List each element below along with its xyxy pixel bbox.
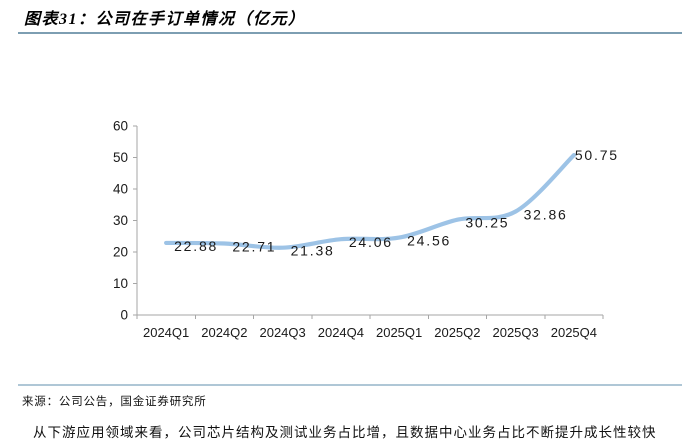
orders-line-chart: 0 10 20 30 40 50 60 2024Q1 2024Q2 2024Q3 2024Q4 202… [113,119,619,341]
y-axis-label: 60 [113,119,128,134]
y-axis-label: 50 [113,150,128,165]
x-axis-label: 2025Q1 [376,325,422,340]
y-axis-label: 30 [113,213,128,228]
source-note: 来源：公司公告，国金证券研究所 [22,396,207,408]
x-axis-label: 2025Q3 [492,325,538,340]
y-axis-label: 40 [113,182,128,197]
x-axis-label: 2025Q2 [434,325,480,340]
data-label: 32.86 [524,206,568,222]
x-axis-label: 2024Q3 [259,325,305,340]
y-axis-label: 10 [113,276,128,291]
x-axis-label: 2025Q4 [551,325,597,340]
y-axis-label: 0 [120,308,128,323]
y-axis-label: 20 [113,245,128,260]
title-underline [18,32,682,34]
footer-divider [18,384,682,386]
x-axis-label: 2024Q4 [318,325,364,340]
data-label: 50.75 [575,147,619,163]
clipped-paragraph: 从下游应用领域来看，公司芯片结构及测试业务占比增，且数据中心业务占比不断提升成长… [33,425,657,440]
data-label: 22.71 [232,238,276,254]
series-line [164,153,576,250]
data-label: 22.88 [174,238,218,254]
x-axis-label: 2024Q1 [143,325,189,340]
data-label: 30.25 [465,215,509,231]
report-figure-page: { "header": { "title": "图表31：公司在手订单情况（亿元… [18,11,682,440]
data-label: 21.38 [291,243,335,259]
data-label: 24.56 [407,233,451,249]
figure-title: 图表31：公司在手订单情况（亿元） [24,11,306,28]
data-label: 24.06 [349,234,393,250]
x-axis-label: 2024Q2 [201,325,247,340]
